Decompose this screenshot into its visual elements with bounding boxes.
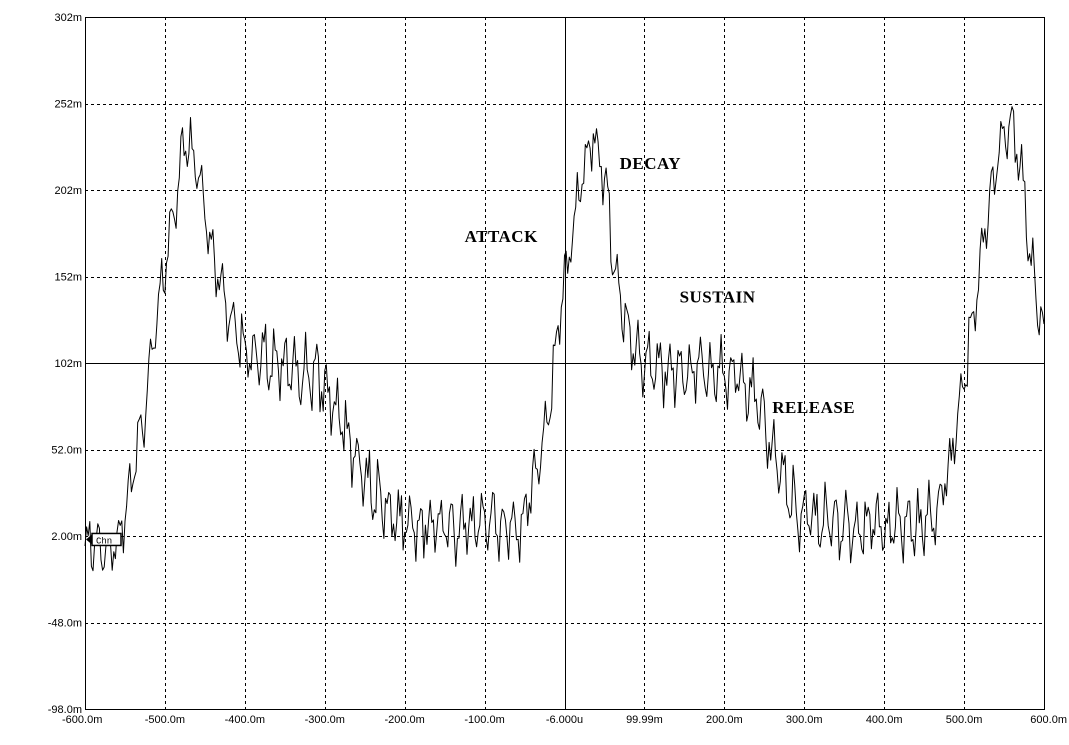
y-tick-label: -48.0m <box>48 618 82 630</box>
x-axis-tick-labels: -600.0m -500.0m -400.0m -300.0m -200.0m -100.… <box>62 714 1067 726</box>
x-tick-label: -200.0m <box>384 714 424 726</box>
x-tick-label: 200.0m <box>706 714 743 726</box>
y-tick-label: 52.0m <box>51 445 82 457</box>
x-tick-label: -600.0m <box>62 714 102 726</box>
y-tick-label: 102m <box>54 358 82 370</box>
y-tick-label: 252m <box>54 99 82 111</box>
y-tick-label: 2.00m <box>51 531 82 543</box>
y-axis-tick-labels: 302m 252m 202m 152m 102m 52.0m 2.00m -48.0m -98.… <box>48 12 82 716</box>
x-tick-label: -500.0m <box>145 714 185 726</box>
y-tick-label: -98.0m <box>48 704 82 716</box>
x-tick-label: -400.0m <box>225 714 265 726</box>
marker-arrow-icon <box>86 534 92 545</box>
annotation-release: RELEASE <box>772 398 855 417</box>
annotations: ATTACK DECAY SUSTAIN RELEASE <box>465 154 855 417</box>
x-tick-label: -300.0m <box>305 714 345 726</box>
waveform-series <box>84 106 1045 572</box>
annotation-attack: ATTACK <box>465 227 538 246</box>
annotation-decay: DECAY <box>620 154 681 173</box>
x-tick-label: 99.99m <box>626 714 663 726</box>
y-tick-label: 152m <box>54 272 82 284</box>
x-tick-label: 500.0m <box>946 714 983 726</box>
x-tick-label: -6.000u <box>546 714 583 726</box>
marker-box <box>91 532 122 547</box>
y-tick-label: 302m <box>54 12 82 24</box>
reference-lines <box>85 17 1044 709</box>
marker-label: Chn <box>96 536 112 546</box>
x-tick-label: 600.0m <box>1030 714 1067 726</box>
x-tick-label: 400.0m <box>866 714 903 726</box>
annotation-sustain: SUSTAIN <box>680 287 756 306</box>
x-tick-label: 300.0m <box>786 714 823 726</box>
x-tick-label: -100.0m <box>464 714 504 726</box>
plot-frame <box>85 17 1045 710</box>
y-tick-label: 202m <box>54 185 82 197</box>
channel-marker[interactable]: Chn <box>86 532 122 547</box>
